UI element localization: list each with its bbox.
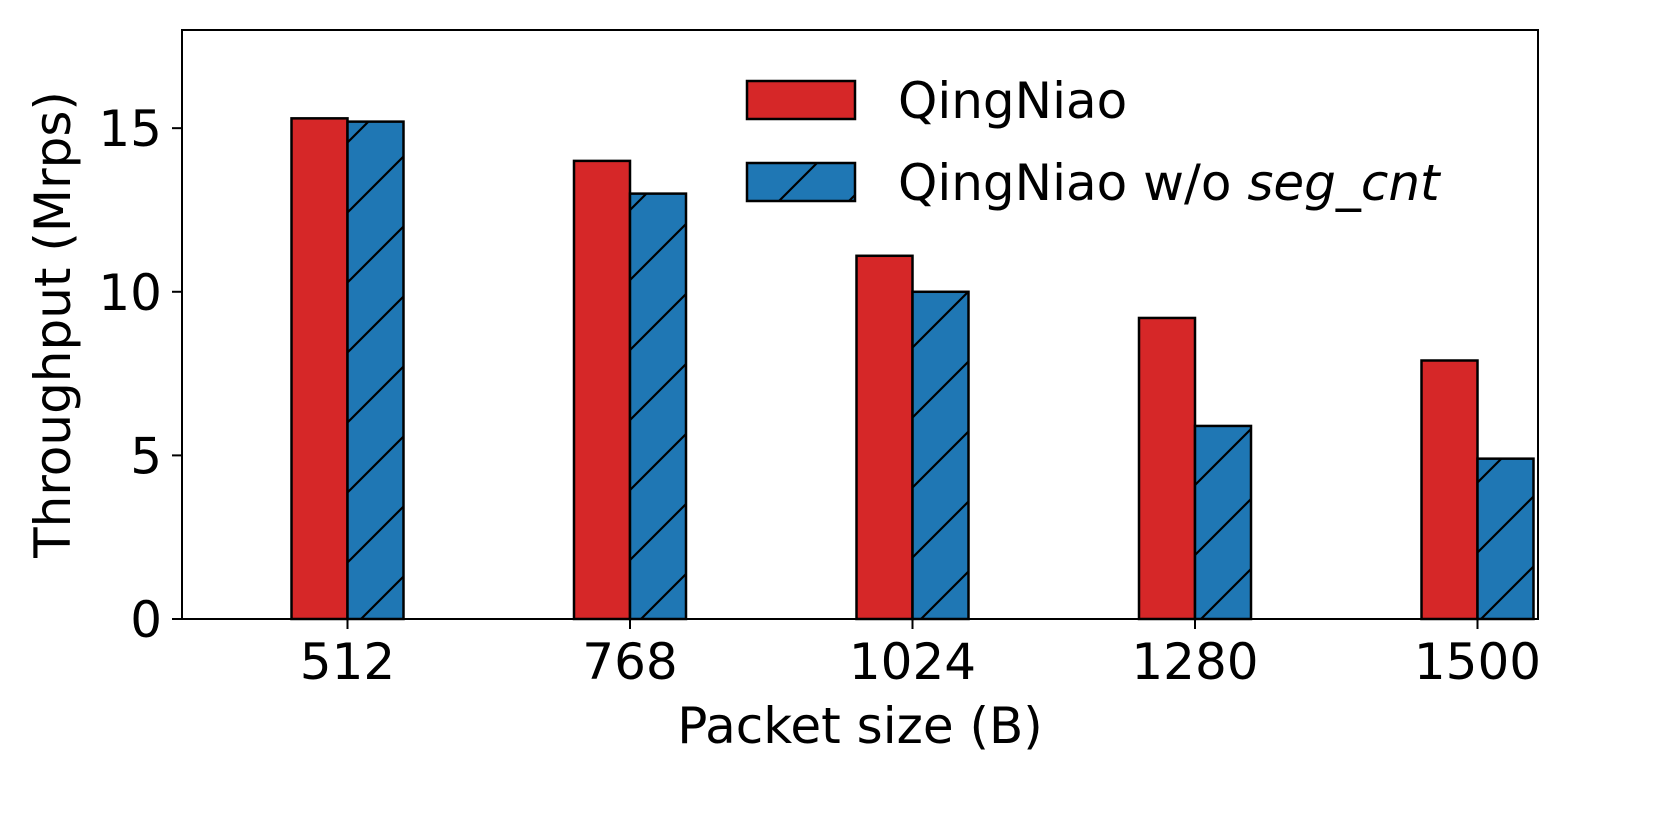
bar-qingniao-1280 xyxy=(1137,316,1197,621)
legend-label-qingniao: QingNiao xyxy=(898,72,1127,130)
x-tick-label: 512 xyxy=(300,633,395,691)
legend-swatch-qingniao-wo-seg-cnt xyxy=(745,161,857,203)
legend-label-italic-part: seg_cnt xyxy=(1247,154,1442,212)
bar-qingniao-wo-seg-cnt-1500 xyxy=(1476,457,1535,621)
bar-qingniao-1024 xyxy=(855,254,914,621)
y-ticks-group: 0 5 10 15 xyxy=(98,100,182,649)
x-tick-label: 1280 xyxy=(1131,633,1258,691)
y-axis-label: Throughput (Mrps) xyxy=(24,91,82,559)
y-tick-label: 15 xyxy=(98,100,162,158)
bar-qingniao-wo-seg-cnt-1280 xyxy=(1193,424,1253,621)
y-tick-label: 10 xyxy=(98,264,162,322)
bar-qingniao-768 xyxy=(572,159,632,621)
y-tick-label: 5 xyxy=(130,427,162,485)
y-tick-label: 0 xyxy=(130,591,162,649)
bars-group xyxy=(290,117,1535,621)
legend-swatch-qingniao xyxy=(745,79,857,121)
plot-area-frame xyxy=(181,29,1539,620)
x-axis-label: Packet size (B) xyxy=(677,697,1043,755)
x-ticks-group: 512 768 1024 1280 1500 xyxy=(300,619,1541,691)
bar-qingniao-512 xyxy=(290,117,349,621)
bar-qingniao-wo-seg-cnt-768 xyxy=(628,192,688,621)
bar-qingniao-1500 xyxy=(1420,359,1479,621)
bar-qingniao-wo-seg-cnt-1024 xyxy=(911,290,970,621)
legend-label-qingniao-wo-seg-cnt: QingNiao w/o seg_cnt xyxy=(898,154,1442,212)
bar-qingniao-wo-seg-cnt-512 xyxy=(346,120,405,621)
legend: QingNiao QingNiao w/o seg_cnt xyxy=(745,72,1442,212)
x-tick-label: 768 xyxy=(582,633,677,691)
legend-label-plain-part: QingNiao w/o xyxy=(898,154,1247,212)
x-tick-label: 1500 xyxy=(1414,633,1541,691)
x-tick-label: 1024 xyxy=(849,633,976,691)
